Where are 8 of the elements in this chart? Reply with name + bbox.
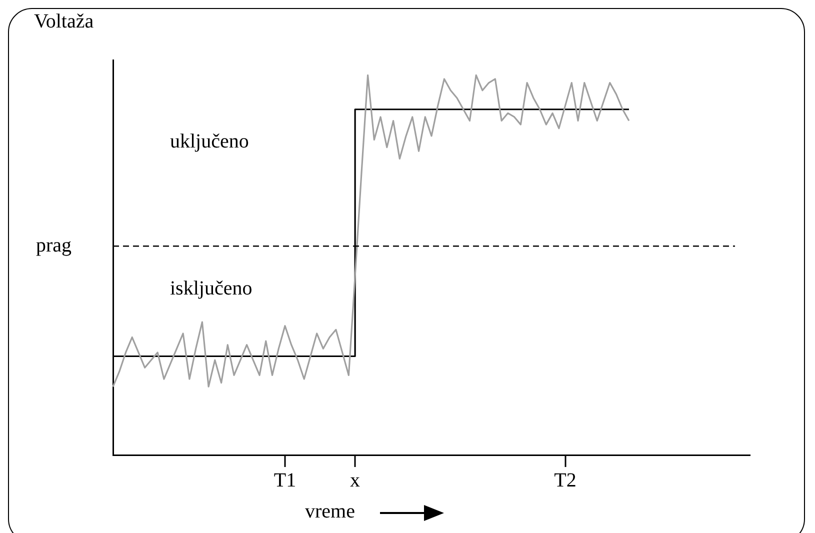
ref-line-label: prag — [36, 234, 72, 256]
annotation: isključeno — [170, 277, 252, 300]
y-axis-title: Voltaža — [34, 10, 94, 32]
x-tick-label: x — [350, 469, 360, 492]
x-tick-label: T1 — [274, 469, 296, 492]
x-tick-label: T2 — [554, 469, 576, 492]
x-axis-title: vreme — [305, 500, 356, 522]
annotation: uključeno — [170, 130, 249, 152]
